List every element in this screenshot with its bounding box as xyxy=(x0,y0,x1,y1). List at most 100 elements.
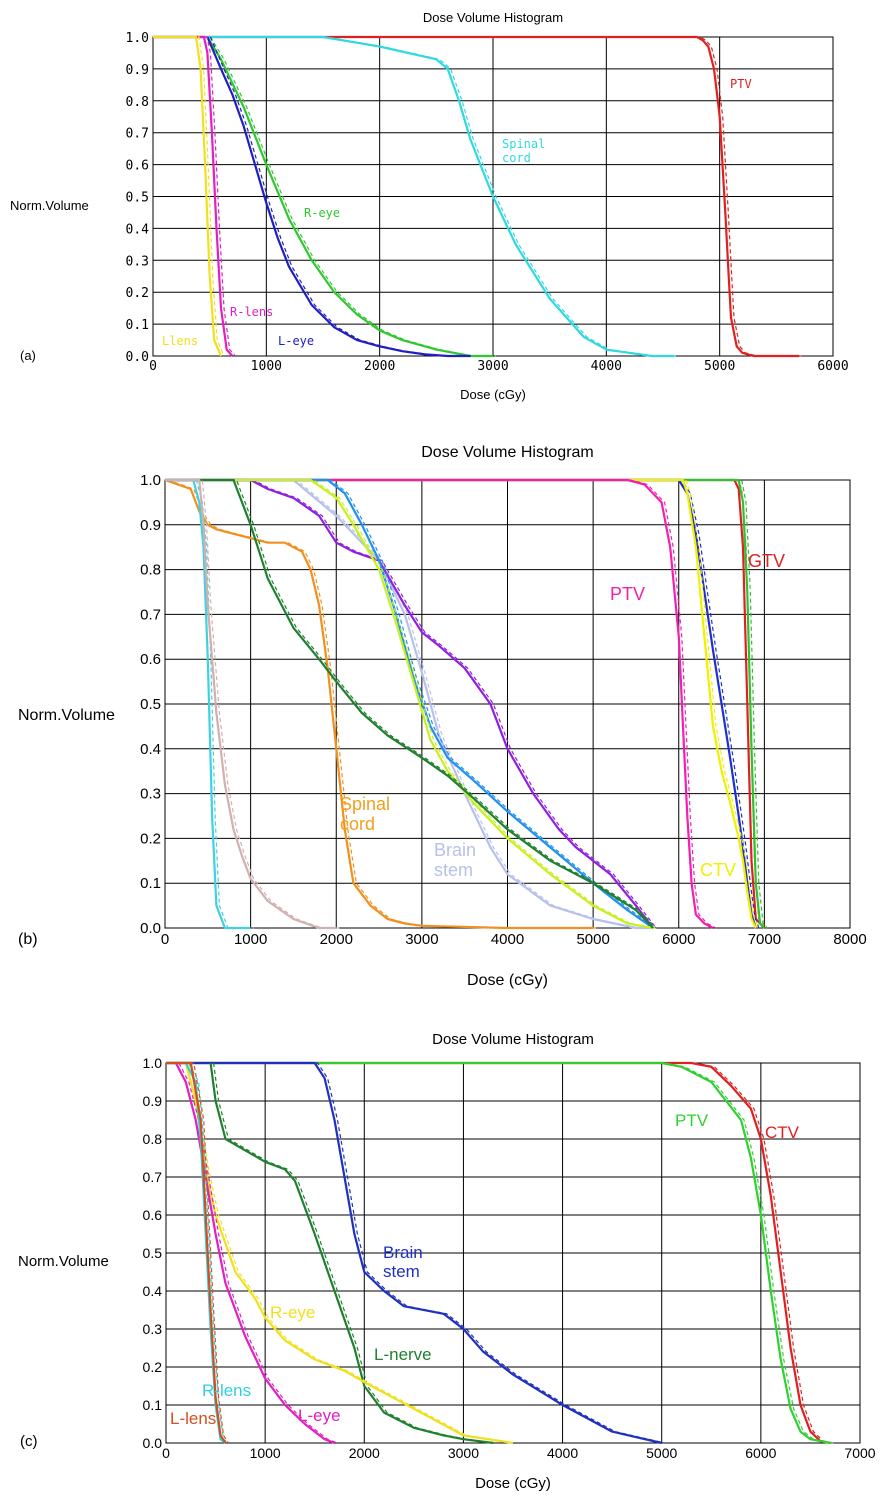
series-line-dashed xyxy=(168,479,254,929)
annotation-line: Spinal xyxy=(340,794,390,814)
x-tick-label: 4000 xyxy=(547,1445,578,1461)
series-line-dashed xyxy=(156,36,678,357)
series-line-dashed xyxy=(167,479,597,929)
x-tick-label: 7000 xyxy=(844,1445,875,1461)
y-axis-label: Norm.Volume xyxy=(10,198,89,213)
y-tick-label: 0.9 xyxy=(126,63,149,78)
series-line-dashed xyxy=(168,479,657,929)
y-tick-label: 0.7 xyxy=(140,606,161,623)
x-tick-label: 4000 xyxy=(491,931,524,948)
series-line-dashed xyxy=(168,479,760,929)
series-annotation: GTV xyxy=(748,551,785,571)
x-tick-label: 3000 xyxy=(405,931,438,948)
series-line-dashed xyxy=(168,479,768,929)
series-line-unnamed-10 xyxy=(165,478,654,929)
x-tick-label: 8000 xyxy=(833,931,866,948)
series-line-unnamed-12 xyxy=(165,478,337,930)
series-line-dashed xyxy=(168,479,760,929)
series-line-ptv xyxy=(153,35,799,358)
y-axis-label: Norm.Volume xyxy=(18,1253,109,1270)
annotation-line: CTV xyxy=(700,860,736,880)
y-tick-label: 0.8 xyxy=(143,1131,163,1147)
series-line-dashed xyxy=(209,36,496,357)
series-annotation: Brain stem xyxy=(434,840,476,880)
chart-title: Dose Volume Histogram xyxy=(432,1031,594,1048)
annotation-line: stem xyxy=(383,1262,420,1281)
annotation-line: GTV xyxy=(748,551,785,571)
x-tick-label: 6000 xyxy=(662,931,695,948)
annotation-line: Spinal xyxy=(502,137,545,151)
series-line-dashed xyxy=(213,1062,497,1444)
series-line-dashed xyxy=(169,1062,230,1444)
x-tick-label: 6000 xyxy=(817,359,848,374)
y-tick-label: 0.4 xyxy=(126,222,150,237)
series-line-unnamed-11 xyxy=(165,478,251,930)
series-annotation: R-lens xyxy=(202,1381,251,1400)
series-line-dashed xyxy=(209,36,474,357)
panel-label: (b) xyxy=(18,931,38,948)
x-tick-label: 2000 xyxy=(320,931,353,948)
series-annotation: Spinal cord xyxy=(340,794,390,834)
x-tick-label: 5000 xyxy=(704,359,735,374)
y-tick-label: 0.2 xyxy=(143,1359,163,1375)
series-line-spinal-cord xyxy=(153,35,675,358)
series-line-unnamed-1 xyxy=(165,478,766,929)
x-tick-label: 0 xyxy=(149,359,157,374)
series-annotation: PTV xyxy=(610,584,645,604)
annotation-line: cord xyxy=(340,814,375,834)
annotation-line: L-nerve xyxy=(374,1345,432,1364)
series-annotation: PTV xyxy=(730,77,752,91)
series-line-dashed xyxy=(168,479,657,929)
x-tick-label: 2000 xyxy=(364,359,395,374)
series-line-ctv xyxy=(165,478,757,929)
chart-title: Dose Volume Histogram xyxy=(423,10,563,25)
series-annotation: Llens xyxy=(162,334,198,348)
series-annotation: L-lens xyxy=(170,1409,216,1428)
y-tick-label: 0.5 xyxy=(126,191,149,206)
y-tick-label: 0.5 xyxy=(143,1245,163,1261)
x-tick-label: 1000 xyxy=(251,359,282,374)
annotation-line: L-eye xyxy=(278,334,314,348)
series-line-dashed xyxy=(178,1062,338,1444)
y-tick-label: 0.3 xyxy=(140,786,161,803)
series-line-dashed xyxy=(169,1062,834,1444)
x-axis-label: Dose (cGy) xyxy=(467,972,548,989)
series-annotation: PTV xyxy=(675,1111,709,1130)
series-annotation: Brain stem xyxy=(383,1243,423,1281)
series-line-dashed xyxy=(168,479,340,929)
dvh-panel-2: 0 1000 2000 3000 4000 5000 6000 7000 8000 0.0 0.1 0… xyxy=(18,444,867,989)
annotation-line: PTV xyxy=(610,584,645,604)
x-axis-label: Dose (cGy) xyxy=(460,387,526,402)
annotation-line: stem xyxy=(434,860,473,880)
series-line-dashed xyxy=(169,1062,229,1444)
annotation-line: PTV xyxy=(675,1111,709,1130)
series-line-r-lens xyxy=(153,35,234,357)
annotation-line: L-eye xyxy=(298,1406,341,1425)
annotation-line: PTV xyxy=(730,77,752,91)
chart-title: Dose Volume Histogram xyxy=(421,444,594,461)
y-tick-label: 0.0 xyxy=(126,350,149,365)
x-tick-label: 5000 xyxy=(646,1445,677,1461)
series-line-dashed xyxy=(156,36,236,357)
y-tick-label: 0.1 xyxy=(143,1397,163,1413)
y-tick-label: 1.0 xyxy=(143,1055,163,1071)
series-line-r-eye xyxy=(184,1062,514,1445)
series-annotation: L-eye xyxy=(298,1406,341,1425)
series-annotation: R-eye xyxy=(270,1303,315,1322)
y-tick-label: 0.0 xyxy=(140,920,161,937)
x-axis-label: Dose (cGy) xyxy=(475,1475,551,1492)
annotation-line: R-lens xyxy=(202,1381,251,1400)
y-tick-label: 0.1 xyxy=(126,318,149,333)
annotation-line: L-lens xyxy=(170,1409,216,1428)
annotation-line: cord xyxy=(502,151,531,165)
panel-label: (a) xyxy=(20,348,36,363)
y-axis-label: Norm.Volume xyxy=(18,707,115,724)
y-tick-label: 0.4 xyxy=(143,1283,163,1299)
series-annotation: R-lens xyxy=(230,305,273,319)
y-tick-label: 0.5 xyxy=(140,696,161,713)
series-annotation: L-eye xyxy=(278,334,314,348)
series-line-unnamed-7 xyxy=(165,478,654,929)
y-tick-label: 0.6 xyxy=(140,651,161,668)
x-tick-label: 6000 xyxy=(745,1445,776,1461)
dvh-panel-3: 0 1000 2000 3000 4000 5000 6000 7000 0.0 0.1 0.2 0.… xyxy=(18,1031,876,1492)
